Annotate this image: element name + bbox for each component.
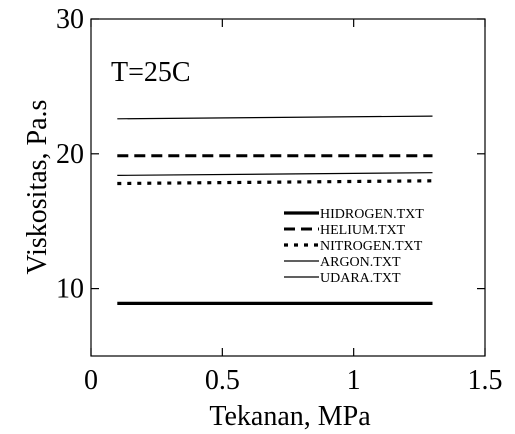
x-tick-label: 0.5	[205, 365, 240, 396]
x-tick-label: 1.5	[468, 365, 503, 396]
series-line-nitrogen-txt	[117, 179, 433, 186]
series-line-argon-txt	[117, 115, 433, 120]
legend-label: UDARA.TXT	[320, 271, 401, 286]
series-line-udara-txt	[117, 172, 433, 176]
plot-area	[90, 18, 486, 357]
series-layer	[117, 115, 433, 305]
legend-label: ARGON.TXT	[320, 255, 401, 270]
y-tick-label: 10	[56, 274, 84, 305]
legend: HIDROGEN.TXTHELIUM.TXTNITROGEN.TXTARGON.…	[284, 207, 424, 286]
plot-frame	[90, 18, 486, 357]
legend-label: HIDROGEN.TXT	[320, 207, 424, 222]
y-axis-title: Viskositas, Pa.s	[22, 100, 53, 275]
y-tick-label: 20	[56, 139, 84, 170]
x-tick-label: 1	[347, 365, 361, 396]
legend-label: HELIUM.TXT	[320, 223, 406, 238]
temperature-annotation: T=25C	[111, 57, 191, 88]
x-axis-title: Tekanan, MPa	[209, 401, 371, 432]
y-tick-label: 30	[56, 4, 84, 35]
legend-label: NITROGEN.TXT	[320, 239, 423, 254]
x-tick-label: 0	[84, 365, 98, 396]
axis-ticks: 0 0.5 1 1.5 10 20 30	[56, 4, 503, 396]
